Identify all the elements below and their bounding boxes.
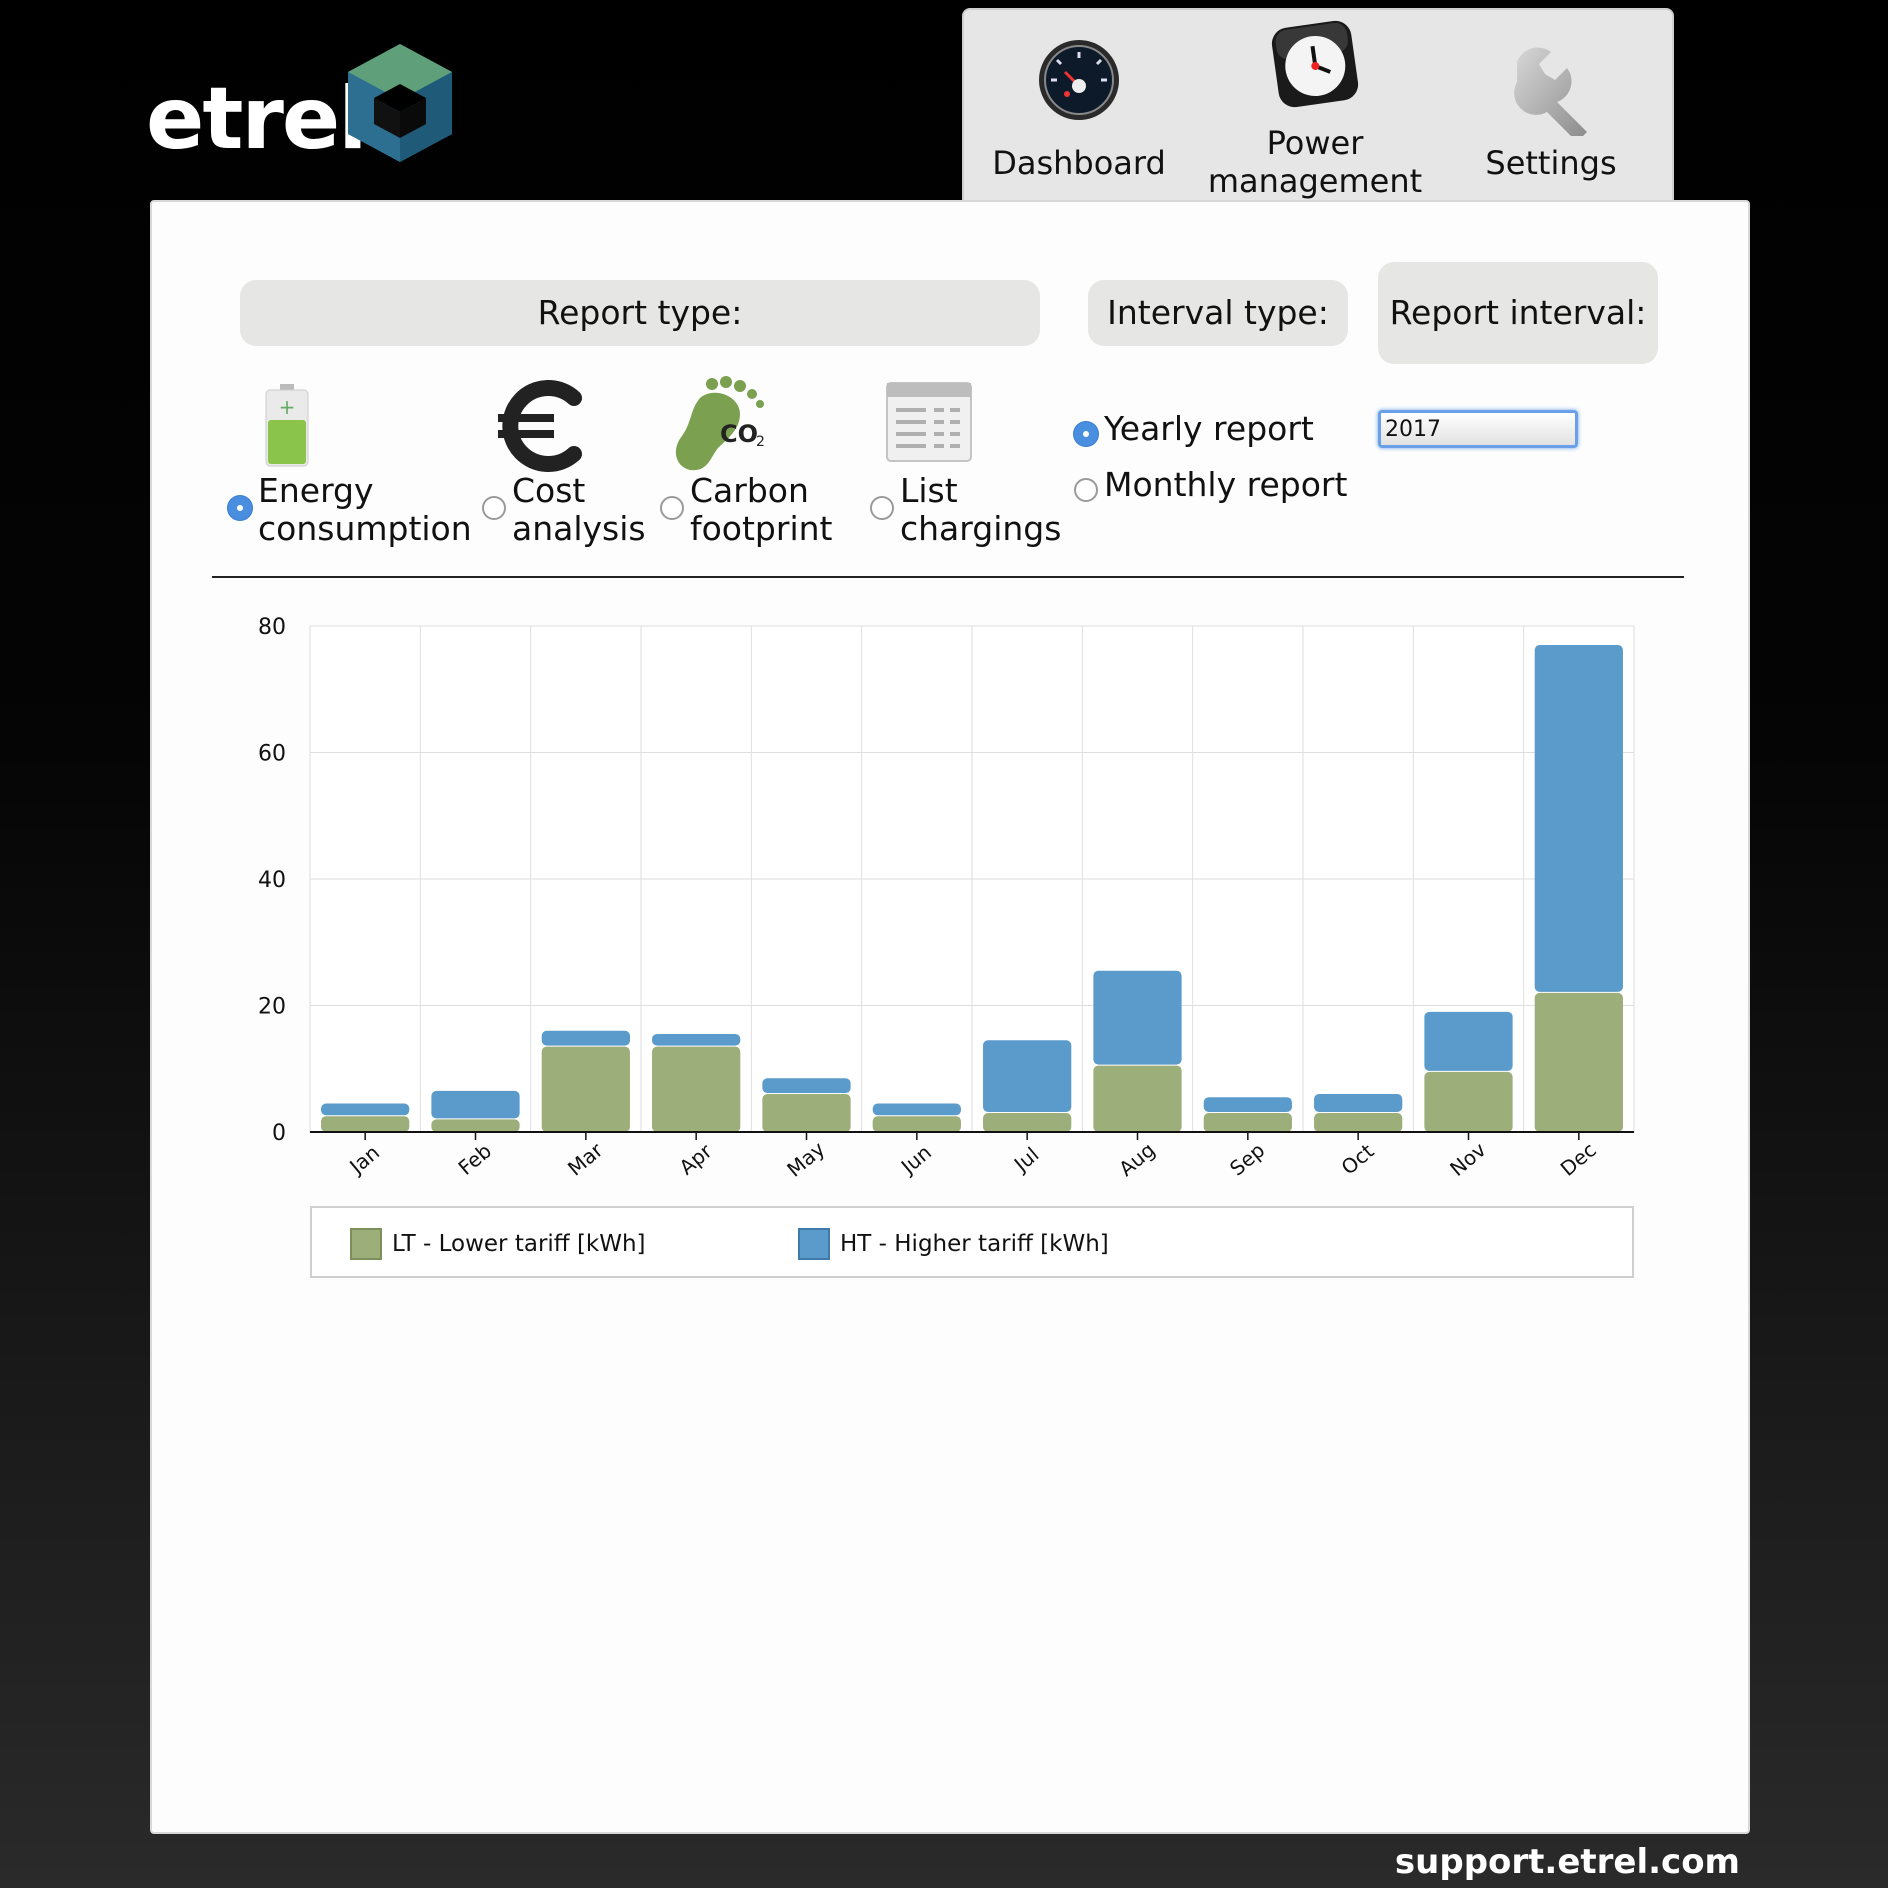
bar-lt bbox=[983, 1113, 1072, 1132]
nav-label-dashboard: Dashboard bbox=[992, 144, 1166, 182]
bar-lt bbox=[541, 1046, 630, 1132]
x-tick-label: Jun bbox=[895, 1140, 936, 1180]
bar-lt bbox=[1424, 1071, 1513, 1132]
filters-divider bbox=[212, 576, 1684, 578]
bar-ht bbox=[983, 1040, 1072, 1113]
bar-ht bbox=[541, 1030, 630, 1046]
bar-ht bbox=[431, 1090, 520, 1119]
bar-lt bbox=[1093, 1065, 1182, 1132]
x-tick-label: Aug bbox=[1114, 1137, 1159, 1180]
report-interval-header: Report interval: bbox=[1378, 262, 1658, 364]
etrel-logo: etrel bbox=[146, 40, 456, 170]
y-tick-label: 0 bbox=[272, 1121, 286, 1146]
bar-ht bbox=[872, 1103, 961, 1116]
bar-lt bbox=[431, 1119, 520, 1132]
x-tick-label: Jul bbox=[1008, 1142, 1043, 1177]
radio-yearly-report[interactable] bbox=[1074, 422, 1098, 446]
bar-ht bbox=[652, 1033, 741, 1046]
x-tick-label: Feb bbox=[454, 1139, 497, 1180]
label-monthly-report: Monthly report bbox=[1104, 465, 1348, 504]
bar-lt bbox=[652, 1046, 741, 1132]
bar-ht bbox=[1093, 970, 1182, 1065]
legend-label-ht: HT - Higher tariff [kWh] bbox=[840, 1231, 1109, 1257]
bar-ht bbox=[1314, 1094, 1403, 1113]
radio-carbon-footprint[interactable] bbox=[660, 496, 684, 520]
euro-icon bbox=[498, 380, 582, 472]
legend-label-lt: LT - Lower tariff [kWh] bbox=[392, 1231, 646, 1257]
report-panel: Report type: Interval type: Report inter… bbox=[150, 200, 1750, 1834]
co2-footprint-icon: CO 2 bbox=[675, 376, 765, 471]
radio-list-chargings[interactable] bbox=[870, 496, 894, 520]
svg-text:2: 2 bbox=[756, 434, 765, 450]
wrench-icon bbox=[1514, 47, 1587, 136]
y-tick-label: 80 bbox=[258, 615, 286, 640]
bar-ht bbox=[321, 1103, 410, 1116]
bar-ht bbox=[1424, 1011, 1513, 1071]
radio-monthly-report[interactable] bbox=[1074, 478, 1098, 502]
svg-text:CO: CO bbox=[720, 420, 758, 448]
nav-dashboard[interactable]: Dashboard bbox=[964, 10, 1194, 202]
label-energy-consumption: Energy consumption bbox=[258, 471, 472, 548]
label-cost-analysis: Cost analysis bbox=[512, 471, 646, 548]
nav-settings[interactable]: Settings bbox=[1436, 10, 1666, 202]
bar-lt bbox=[872, 1116, 961, 1132]
support-link[interactable]: support.etrel.com bbox=[1394, 1842, 1740, 1882]
label-carbon-footprint: Carbon footprint bbox=[690, 471, 833, 548]
bar-ht bbox=[1534, 644, 1623, 992]
x-tick-label: Sep bbox=[1225, 1138, 1269, 1181]
radio-energy-consumption[interactable] bbox=[228, 496, 252, 520]
bar-lt bbox=[1314, 1113, 1403, 1132]
y-tick-label: 20 bbox=[258, 995, 286, 1020]
nav-power-management[interactable]: Power management bbox=[1200, 10, 1430, 202]
x-tick-label: Oct bbox=[1337, 1139, 1379, 1180]
y-tick-label: 60 bbox=[258, 742, 286, 767]
interval-type-header: Interval type: bbox=[1088, 280, 1348, 346]
bar-lt bbox=[321, 1116, 410, 1132]
clock-icon bbox=[1271, 20, 1359, 108]
label-yearly-report: Yearly report bbox=[1104, 409, 1314, 448]
svg-text:+: + bbox=[279, 395, 296, 419]
chart-legend: LT - Lower tariff [kWh] HT - Higher tari… bbox=[310, 1206, 1634, 1278]
bar-lt bbox=[1203, 1113, 1292, 1132]
nav-label-settings: Settings bbox=[1485, 144, 1617, 182]
report-interval-input[interactable] bbox=[1378, 410, 1578, 448]
bar-lt bbox=[762, 1094, 851, 1132]
x-tick-label: Dec bbox=[1556, 1138, 1601, 1181]
x-tick-label: Jan bbox=[343, 1140, 384, 1179]
energy-consumption-chart: 0 20 40 60 80 Jan Feb Mar Apr May Jun Jul Aug Sep Oct N… bbox=[258, 615, 1635, 1182]
bar-lt bbox=[1534, 992, 1623, 1132]
list-table-icon bbox=[886, 382, 972, 462]
x-tick-label: Apr bbox=[675, 1138, 718, 1179]
legend-swatch-ht bbox=[798, 1228, 830, 1260]
radio-cost-analysis[interactable] bbox=[482, 496, 506, 520]
bar-ht bbox=[762, 1078, 851, 1094]
legend-swatch-lt bbox=[350, 1228, 382, 1260]
label-list-chargings: List chargings bbox=[900, 471, 1062, 548]
x-tick-label: May bbox=[782, 1137, 829, 1182]
logo-wordmark: etrel bbox=[146, 69, 368, 169]
bar-ht bbox=[1203, 1097, 1292, 1113]
top-navigation: Dashboard Power management Settings bbox=[962, 8, 1674, 202]
nav-label-power-management: Power management bbox=[1207, 124, 1423, 200]
dashboard-gauge-icon bbox=[1039, 40, 1119, 120]
battery-icon: + bbox=[265, 384, 309, 467]
y-tick-label: 40 bbox=[258, 868, 286, 893]
x-tick-label: Nov bbox=[1445, 1137, 1490, 1181]
report-type-header: Report type: bbox=[240, 280, 1040, 346]
x-tick-label: Mar bbox=[563, 1137, 608, 1180]
logo-hexagon-icon bbox=[348, 44, 452, 162]
